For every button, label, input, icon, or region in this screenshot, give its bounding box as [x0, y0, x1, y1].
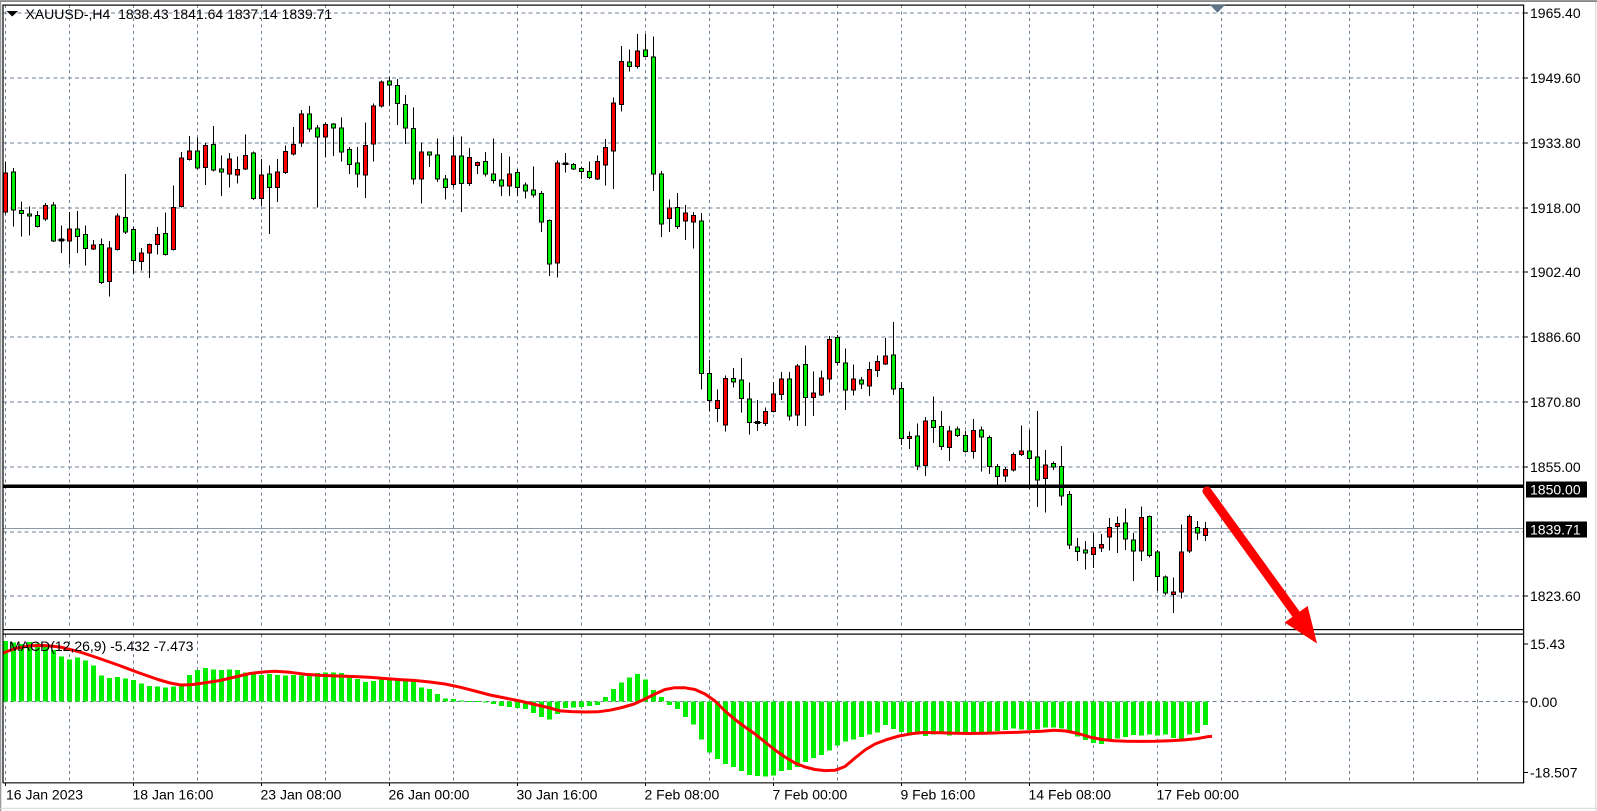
svg-text:1949.60: 1949.60: [1530, 70, 1581, 86]
svg-text:XAUUSD-,H4 1838.43 1841.64 18: XAUUSD-,H4 1838.43 1841.64 1837.14 1839.…: [26, 6, 333, 22]
svg-text:23 Jan 08:00: 23 Jan 08:00: [261, 787, 342, 803]
svg-text:15.43: 15.43: [1530, 636, 1565, 652]
svg-text:-18.507: -18.507: [1530, 765, 1578, 781]
svg-text:1965.40: 1965.40: [1530, 5, 1581, 21]
svg-text:1902.40: 1902.40: [1530, 264, 1581, 280]
svg-text:26 Jan 00:00: 26 Jan 00:00: [389, 787, 470, 803]
svg-text:MACD(12,26,9) -5.432 -7.473: MACD(12,26,9) -5.432 -7.473: [9, 638, 194, 654]
svg-text:1870.80: 1870.80: [1530, 394, 1581, 410]
svg-text:1839.71: 1839.71: [1530, 522, 1581, 538]
svg-text:0.00: 0.00: [1530, 694, 1557, 710]
svg-text:1823.60: 1823.60: [1530, 588, 1581, 604]
svg-text:7 Feb 00:00: 7 Feb 00:00: [773, 787, 848, 803]
svg-text:1918.00: 1918.00: [1530, 200, 1581, 216]
svg-text:16 Jan 2023: 16 Jan 2023: [6, 787, 83, 803]
svg-text:17 Feb 00:00: 17 Feb 00:00: [1157, 787, 1240, 803]
svg-text:2 Feb 08:00: 2 Feb 08:00: [645, 787, 720, 803]
svg-text:1933.80: 1933.80: [1530, 135, 1581, 151]
svg-text:9 Feb 16:00: 9 Feb 16:00: [901, 787, 976, 803]
svg-text:30 Jan 16:00: 30 Jan 16:00: [517, 787, 598, 803]
svg-text:1886.60: 1886.60: [1530, 329, 1581, 345]
svg-text:1850.00: 1850.00: [1530, 482, 1581, 498]
svg-text:18 Jan 16:00: 18 Jan 16:00: [133, 787, 214, 803]
svg-text:1855.00: 1855.00: [1530, 459, 1581, 475]
svg-text:14 Feb 08:00: 14 Feb 08:00: [1029, 787, 1112, 803]
